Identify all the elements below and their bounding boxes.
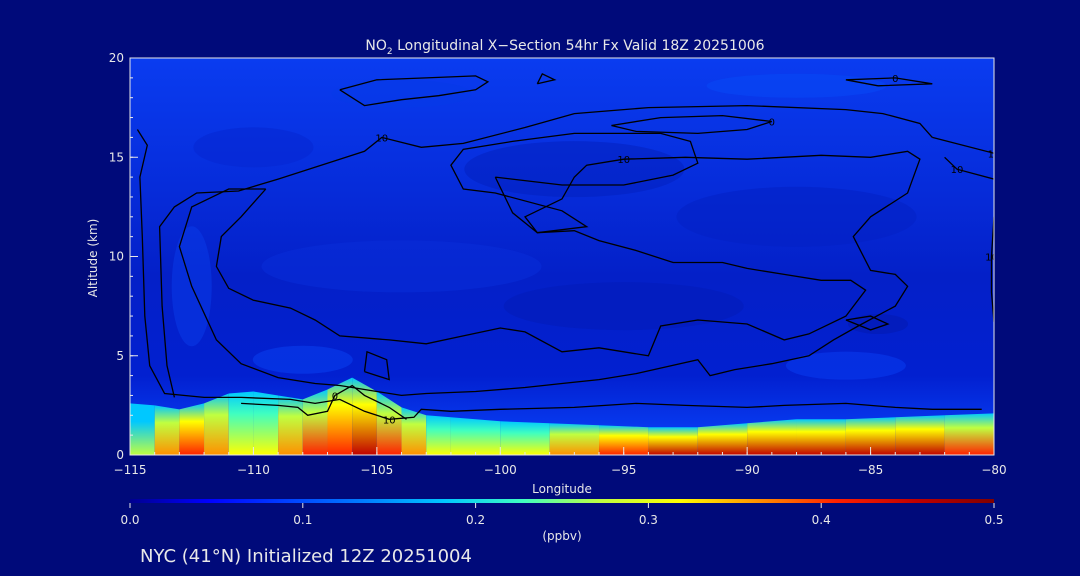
y-tick-label: 0	[116, 448, 124, 462]
contour-line	[136, 129, 982, 420]
field-patch	[847, 313, 908, 334]
field-patches	[171, 73, 917, 380]
surface-segment	[426, 415, 451, 455]
contour-label: 10	[375, 133, 388, 144]
surface-segment	[845, 417, 896, 455]
x-tick-label: −85	[858, 463, 883, 477]
surface-segment	[648, 427, 698, 455]
contour-label: 10	[985, 253, 998, 264]
field-patch	[785, 351, 906, 380]
contour-label: 10	[383, 415, 396, 426]
y-tick-label: 5	[116, 349, 124, 363]
surface-segment	[179, 403, 205, 455]
contour-line	[158, 104, 933, 398]
field-patch	[464, 141, 685, 198]
x-tick-label: −115	[114, 463, 147, 477]
y-tick-label: 20	[109, 51, 124, 65]
surface-segment	[327, 377, 353, 455]
x-tick-label: −100	[484, 463, 517, 477]
surface-segment	[302, 389, 328, 455]
field-patch	[706, 73, 887, 98]
surface-segment	[253, 391, 279, 455]
x-tick-label: −95	[611, 463, 636, 477]
surface-segment	[154, 405, 180, 455]
contour-line	[611, 114, 773, 135]
contour-line	[178, 150, 921, 397]
colorbar-tick-label: 0.5	[984, 513, 1003, 527]
surface-segment	[450, 417, 501, 455]
surface-segment	[352, 377, 377, 455]
colorbar-tick-label: 0.0	[120, 513, 139, 527]
x-axis: −115 −110 −105 −100 −95 −90 −85 −80	[114, 447, 1007, 477]
colorbar-tick-label: 0.2	[466, 513, 485, 527]
x-tick-label: −110	[237, 463, 270, 477]
x-tick-label: −80	[981, 463, 1006, 477]
field-patch	[252, 345, 353, 374]
field-patch	[193, 127, 314, 168]
contour-label: 0	[332, 391, 338, 402]
colorbar	[130, 499, 994, 503]
colorbar-units: (ppbv)	[542, 529, 581, 543]
surface-segment	[204, 393, 229, 455]
field-patch	[676, 186, 917, 247]
surface-layer	[130, 377, 994, 455]
field-patch	[261, 240, 542, 293]
contour-label: 10	[617, 155, 630, 166]
surface-segment	[130, 403, 155, 455]
contour-label: 10	[988, 149, 1001, 160]
contour-line	[339, 75, 490, 107]
x-tick-label: −90	[734, 463, 759, 477]
colorbar-tick-label: 0.1	[293, 513, 312, 527]
plot-area: 10 10 10 10 10 10 0 0 0	[130, 58, 1001, 455]
contour-line	[845, 315, 890, 331]
chart-title: NO2 Longitudinal X−Section 54hr Fx Valid…	[365, 38, 764, 57]
colorbar-tick-label: 0.3	[639, 513, 658, 527]
surface-segment	[376, 391, 402, 455]
contour-line	[990, 216, 994, 323]
contour-line	[536, 73, 557, 85]
surface-segment	[895, 415, 945, 455]
y-axis: 0 5 10 15 20	[109, 51, 138, 462]
contour-line	[932, 136, 994, 154]
colorbar-tick-label: 0.4	[812, 513, 831, 527]
y-tick-label: 10	[109, 250, 124, 264]
contour-line	[944, 156, 994, 180]
x-tick-label: −105	[360, 463, 393, 477]
surface-segment	[697, 423, 748, 455]
surface-segment	[747, 419, 797, 455]
x-axis-label: Longitude	[532, 482, 592, 496]
surface-segment	[796, 419, 846, 455]
contour-label: 10	[951, 165, 964, 176]
field-patch	[503, 282, 744, 331]
surface-segment	[944, 413, 994, 455]
surface-segment	[500, 421, 550, 455]
contour-lines: 10 10 10 10 10 10 0 0 0	[136, 73, 1001, 426]
y-tick-label: 15	[109, 150, 124, 164]
contour-line	[241, 384, 407, 420]
surface-segment	[278, 395, 303, 455]
contour-line	[845, 77, 933, 87]
contour-label: 0	[769, 118, 775, 129]
contour-label: 0	[892, 74, 898, 85]
surface-segment	[228, 391, 254, 455]
footer-caption: NYC (41°N) Initialized 12Z 20251004	[140, 546, 472, 567]
surface-segment	[599, 425, 649, 455]
field-patch	[331, 79, 472, 108]
surface-segment	[401, 407, 427, 455]
contour-line	[450, 132, 699, 234]
colorbar-ticks: 0.0 0.1 0.2 0.3 0.4 0.5	[120, 503, 1004, 527]
surface-segment	[549, 423, 600, 455]
contour-line	[363, 350, 390, 381]
y-axis-label: Altitude (km)	[86, 219, 100, 298]
